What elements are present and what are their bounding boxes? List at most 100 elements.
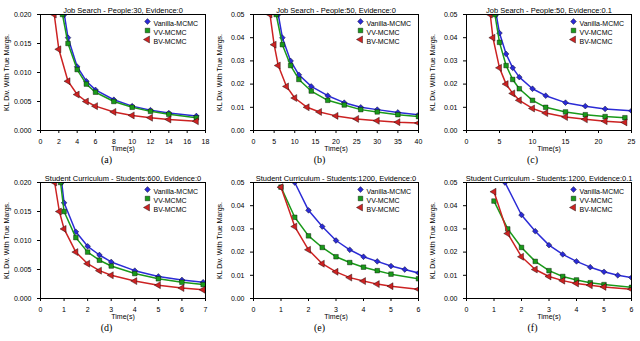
svg-text:0.005: 0.005: [14, 98, 32, 105]
svg-text:KL Div. With True Margs.: KL Div. With True Margs.: [216, 34, 224, 111]
svg-text:0: 0: [252, 138, 256, 145]
svg-text:0.05: 0.05: [444, 179, 458, 186]
svg-text:BV-MCMC: BV-MCMC: [367, 206, 400, 213]
svg-text:0.03: 0.03: [231, 225, 245, 232]
svg-text:6: 6: [630, 306, 634, 313]
svg-text:Vanilla-MCMC: Vanilla-MCMC: [580, 20, 625, 27]
svg-text:0.05: 0.05: [231, 179, 245, 186]
svg-text:Vanilla-MCMC: Vanilla-MCMC: [154, 188, 199, 195]
svg-text:4: 4: [75, 138, 79, 145]
svg-text:0.015: 0.015: [14, 208, 32, 215]
svg-text:0.02: 0.02: [444, 248, 458, 255]
svg-text:VV-MCMC: VV-MCMC: [580, 197, 613, 204]
svg-text:5: 5: [156, 306, 160, 313]
svg-text:0.02: 0.02: [231, 248, 245, 255]
svg-text:10: 10: [529, 138, 537, 145]
svg-text:Time(s): Time(s): [537, 313, 560, 321]
svg-text:0.00: 0.00: [444, 295, 458, 302]
svg-text:0.01: 0.01: [444, 104, 458, 111]
svg-text:Student Curriculum - Students:: Student Curriculum - Students:1200, Evid…: [466, 174, 633, 183]
svg-text:0.00: 0.00: [444, 127, 458, 134]
svg-text:VV-MCMC: VV-MCMC: [154, 197, 187, 204]
svg-text:0.00: 0.00: [231, 127, 245, 134]
svg-text:35: 35: [394, 138, 402, 145]
svg-text:25: 25: [628, 138, 636, 145]
svg-text:15: 15: [311, 138, 319, 145]
svg-text:Job Search - People:50, Eviden: Job Search - People:50, Evidence:0.1: [486, 6, 612, 15]
svg-text:0.005: 0.005: [14, 266, 32, 273]
svg-text:0.04: 0.04: [444, 202, 458, 209]
svg-text:40: 40: [415, 138, 423, 145]
svg-text:0.000: 0.000: [14, 295, 32, 302]
svg-text:0.015: 0.015: [14, 40, 32, 47]
svg-text:4: 4: [362, 306, 366, 313]
svg-text:0.04: 0.04: [444, 34, 458, 41]
svg-text:0.020: 0.020: [14, 11, 32, 18]
svg-text:0.010: 0.010: [14, 69, 32, 76]
svg-text:Job Search - People:50, Eviden: Job Search - People:50, Evidence:0: [276, 6, 396, 15]
svg-text:6: 6: [417, 306, 421, 313]
svg-text:KL Div. With True Margs.: KL Div. With True Margs.: [429, 202, 437, 279]
svg-text:2: 2: [307, 306, 311, 313]
svg-text:Job Search - People:30, Eviden: Job Search - People:30, Evidence:0: [63, 6, 183, 15]
svg-text:4: 4: [575, 306, 579, 313]
svg-text:0.03: 0.03: [231, 57, 245, 64]
svg-text:7: 7: [204, 306, 208, 313]
svg-text:0.02: 0.02: [231, 80, 245, 87]
svg-text:KL Div. With True Margs.: KL Div. With True Margs.: [429, 34, 437, 111]
svg-text:0.01: 0.01: [444, 272, 458, 279]
svg-text:0.00: 0.00: [231, 295, 245, 302]
svg-text:BV-MCMC: BV-MCMC: [580, 206, 613, 213]
svg-text:0.02: 0.02: [444, 80, 458, 87]
svg-text:5: 5: [498, 138, 502, 145]
svg-text:Time(s): Time(s): [537, 145, 560, 153]
svg-text:Student Curriculum - Students:: Student Curriculum - Students:1200, Evid…: [256, 174, 417, 183]
svg-text:0.03: 0.03: [444, 57, 458, 64]
svg-text:16: 16: [183, 138, 191, 145]
svg-text:0: 0: [252, 306, 256, 313]
svg-text:14: 14: [165, 138, 173, 145]
svg-text:Time(s): Time(s): [111, 313, 134, 321]
svg-text:0: 0: [39, 306, 43, 313]
svg-text:Vanilla-MCMC: Vanilla-MCMC: [367, 188, 412, 195]
svg-text:25: 25: [353, 138, 361, 145]
svg-text:BV-MCMC: BV-MCMC: [580, 38, 613, 45]
svg-text:0: 0: [465, 306, 469, 313]
svg-text:20: 20: [595, 138, 603, 145]
svg-text:KL Div. With True Margs.: KL Div. With True Margs.: [3, 34, 11, 111]
svg-text:BV-MCMC: BV-MCMC: [154, 206, 187, 213]
svg-text:Time(s): Time(s): [324, 145, 347, 153]
svg-text:0.010: 0.010: [14, 237, 32, 244]
svg-text:0.01: 0.01: [231, 104, 245, 111]
svg-text:0.020: 0.020: [14, 179, 32, 186]
svg-text:30: 30: [373, 138, 381, 145]
svg-text:1: 1: [492, 306, 496, 313]
svg-text:5: 5: [602, 306, 606, 313]
svg-text:2: 2: [86, 306, 90, 313]
svg-text:VV-MCMC: VV-MCMC: [367, 197, 400, 204]
svg-text:0: 0: [39, 138, 43, 145]
svg-text:0.01: 0.01: [231, 272, 245, 279]
svg-text:VV-MCMC: VV-MCMC: [367, 29, 400, 36]
svg-text:2: 2: [57, 138, 61, 145]
svg-text:0.05: 0.05: [444, 11, 458, 18]
svg-text:KL Div. With True Margs.: KL Div. With True Margs.: [3, 202, 11, 279]
svg-text:5: 5: [272, 138, 276, 145]
svg-text:Vanilla-MCMC: Vanilla-MCMC: [580, 188, 625, 195]
svg-text:Time(s): Time(s): [111, 145, 134, 153]
svg-text:0.03: 0.03: [444, 225, 458, 232]
svg-text:Vanilla-MCMC: Vanilla-MCMC: [367, 20, 412, 27]
svg-text:Time(s): Time(s): [324, 313, 347, 321]
svg-text:VV-MCMC: VV-MCMC: [580, 29, 613, 36]
svg-text:Student Curriculum - Students:: Student Curriculum - Students:600, Evide…: [45, 174, 201, 183]
svg-text:10: 10: [291, 138, 299, 145]
svg-text:15: 15: [562, 138, 570, 145]
svg-text:VV-MCMC: VV-MCMC: [154, 29, 187, 36]
svg-text:1: 1: [279, 306, 283, 313]
svg-text:KL Div. With True Margs.: KL Div. With True Margs.: [216, 202, 224, 279]
svg-text:2: 2: [520, 306, 524, 313]
svg-text:Vanilla-MCMC: Vanilla-MCMC: [154, 20, 199, 27]
svg-text:1: 1: [62, 306, 66, 313]
svg-text:BV-MCMC: BV-MCMC: [154, 38, 187, 45]
svg-text:18: 18: [202, 138, 210, 145]
